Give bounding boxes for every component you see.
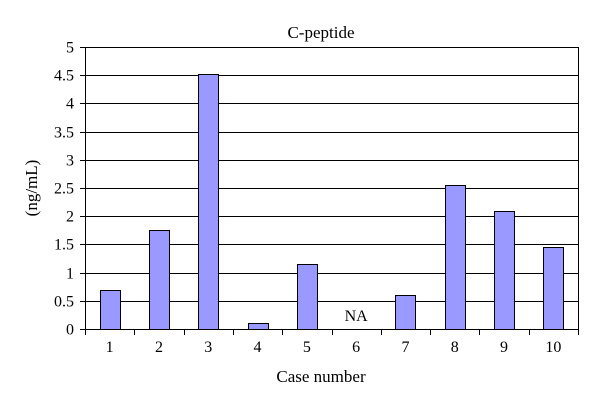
x-tick-label-4: 4	[254, 339, 262, 356]
bar-case-8	[445, 185, 466, 330]
bar-case-5	[297, 264, 318, 330]
y-tick-label-3.5: 3.5	[54, 125, 74, 142]
y-tick-label-0.5: 0.5	[54, 294, 74, 311]
y-tick-label-0: 0	[66, 322, 74, 339]
y-tick-label-5: 5	[66, 40, 74, 57]
y-tick-labels: 0 0.5 1 1.5 2 2.5 3 3.5 4 4.5 5	[54, 40, 74, 339]
x-tick-label-5: 5	[303, 339, 311, 356]
plot-area: NA	[80, 47, 579, 335]
chart-title: C-peptide	[287, 23, 354, 42]
bars	[100, 74, 564, 330]
x-tick-label-8: 8	[451, 339, 459, 356]
x-tick-labels: 1 2 3 4 5 6 7 8 9 10	[106, 339, 562, 356]
bar-case-4	[248, 323, 269, 330]
y-tick-label-1: 1	[66, 266, 74, 283]
x-tick-label-7: 7	[401, 339, 409, 356]
y-tick-label-4: 4	[66, 96, 74, 113]
bar-case-10	[543, 247, 564, 330]
y-tick-label-4.5: 4.5	[54, 68, 74, 85]
x-tick-label-1: 1	[106, 339, 114, 356]
bar-case-7	[395, 295, 416, 330]
bar-case-2	[149, 230, 170, 330]
x-tick-label-6: 6	[352, 339, 360, 356]
annotation-case-6: NA	[345, 308, 369, 325]
y-tick-label-3: 3	[66, 153, 74, 170]
axes	[80, 47, 579, 335]
bar-case-3	[198, 74, 219, 330]
y-tick-label-2.5: 2.5	[54, 181, 74, 198]
x-tick-label-10: 10	[545, 339, 561, 356]
bar-case-9	[494, 211, 515, 330]
x-tick-label-3: 3	[204, 339, 212, 356]
y-tick-label-2: 2	[66, 209, 74, 226]
x-tick-label-9: 9	[500, 339, 508, 356]
x-tick-label-2: 2	[155, 339, 163, 356]
annotations: NA	[345, 308, 369, 325]
bar-case-1	[100, 290, 121, 330]
y-axis-title: (ng/mL)	[22, 160, 41, 217]
x-axis-title: Case number	[276, 367, 366, 386]
y-tick-label-1.5: 1.5	[54, 237, 74, 254]
